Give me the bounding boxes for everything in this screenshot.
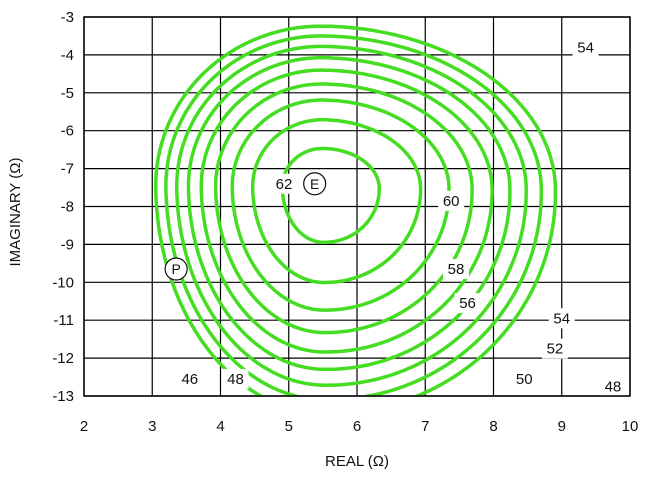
contour-label-bg <box>454 293 481 314</box>
contour-label-bg <box>270 173 297 194</box>
contour-label-54: 54 <box>553 310 570 327</box>
contour-label-62: 62 <box>276 176 293 193</box>
y-tick-label: -13 <box>52 388 74 405</box>
y-tick-label: -8 <box>61 199 74 216</box>
point-marker-E <box>303 172 327 196</box>
contour-label-60: 60 <box>443 193 460 210</box>
contour-line-46 <box>154 24 558 396</box>
contour-lines <box>154 24 558 396</box>
contour-label-56: 56 <box>459 295 476 312</box>
y-tick-label: -11 <box>53 312 74 329</box>
y-tick-label: -9 <box>61 236 74 253</box>
contour-label-bg <box>438 190 465 211</box>
contour-labels: 46 48 48 50 52 54 54 56 58 60 62 <box>176 37 626 397</box>
contour-line-58 <box>230 98 451 312</box>
y-tick-label: -12 <box>52 350 74 367</box>
x-tick-label: 7 <box>421 418 429 435</box>
y-tick-label: -10 <box>52 274 74 291</box>
x-tick-label: 8 <box>489 418 497 435</box>
contour-label-bg <box>222 368 249 389</box>
x-tick-label: 3 <box>148 418 156 435</box>
contour-label-bg <box>548 308 575 329</box>
x-tick-label: 6 <box>353 418 361 435</box>
y-axis-label: IMAGINARY (Ω) <box>7 157 24 266</box>
x-tick-label: 2 <box>80 418 88 435</box>
contour-label-bg <box>511 368 538 389</box>
contour-label-48: 48 <box>605 379 622 396</box>
contour-label-bg <box>176 368 203 389</box>
contour-line-62 <box>280 146 382 245</box>
contour-label-48: 48 <box>227 371 244 388</box>
contour-line-50 <box>174 44 528 387</box>
contour-label-52: 52 <box>547 341 564 358</box>
point-marker-P <box>164 257 188 281</box>
contour-label-bg <box>572 37 599 58</box>
x-tick-label: 4 <box>216 418 224 435</box>
y-tick-label: -3 <box>61 9 74 26</box>
y-tick-label: -4 <box>61 47 74 64</box>
contour-label-50: 50 <box>516 371 533 388</box>
y-tick-label: -6 <box>61 123 74 140</box>
contour-line-60 <box>250 118 423 285</box>
point-label-E: E <box>310 176 319 192</box>
plot-frame <box>83 16 631 397</box>
y-tick-label: -5 <box>61 85 74 102</box>
x-axis-label: REAL (Ω) <box>325 453 389 470</box>
y-tick-label: -7 <box>61 161 74 178</box>
x-tick-label: 9 <box>558 418 566 435</box>
contour-line-56 <box>213 82 474 335</box>
contour-label-bg <box>599 376 626 397</box>
contour-label-46: 46 <box>181 371 198 388</box>
contour-label-54: 54 <box>577 39 594 56</box>
contour-line-54 <box>199 68 494 354</box>
contour-label-bg <box>442 259 469 280</box>
contour-label-58: 58 <box>448 261 465 278</box>
contour-line-52 <box>186 55 512 372</box>
x-tick-label: 10 <box>622 418 639 435</box>
contour-label-bg <box>541 338 568 359</box>
marked-points: EP <box>164 172 327 281</box>
tick-labels: 2 3 4 5 6 7 8 9 10-3-4-5-6-7-8-9-10-11-12-13 <box>52 9 638 435</box>
x-tick-label: 5 <box>285 418 293 435</box>
contour-line-48 <box>164 34 544 396</box>
point-label-P: P <box>171 261 180 277</box>
